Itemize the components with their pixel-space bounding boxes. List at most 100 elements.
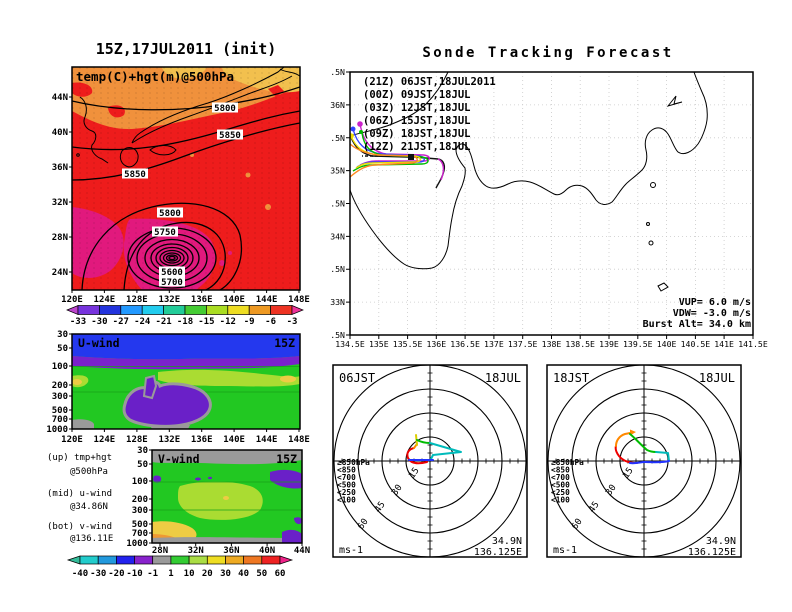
hodograph-time-label: 06JST	[339, 371, 375, 385]
uwind-border	[71, 333, 301, 430]
init-map-plot: 5800 5850 5850 5800 5750 5600 5700 temp(…	[71, 66, 301, 291]
trace-250-100	[629, 460, 670, 465]
colorbar-segment	[270, 305, 293, 315]
lon-tick-label: 141E	[714, 339, 734, 349]
lat-tick: 28N	[152, 546, 168, 556]
vwind-gray-top	[152, 450, 302, 465]
colorbar-segment	[170, 555, 190, 565]
site-lat-label: 34.9N	[492, 536, 522, 547]
colorbar-segment	[184, 305, 207, 315]
contour-label: 5600	[161, 268, 183, 278]
lon-tick: 128E	[126, 435, 148, 445]
pressure-tick: 500	[52, 406, 68, 416]
trace-500-250	[655, 451, 670, 462]
vwind-contour-lines	[152, 481, 302, 511]
lon-tick-label: 138.5E	[565, 339, 595, 349]
track-end-dot	[359, 130, 363, 134]
section-notes: (up) tmp+hgt @500hPa (mid) u-wind @34.86…	[47, 453, 113, 544]
note-line: @136.11E	[70, 534, 113, 544]
site-lon-label: 136.125E	[474, 547, 522, 558]
sonde-legend: (21Z) 06JST,18JUL2011 (00Z) 09JST,18JUL …	[363, 76, 496, 153]
pressure-tick: 100	[52, 362, 68, 372]
ring-value-label: 45	[587, 500, 601, 515]
pressure-legend: ≥850hPa <850 <700 <500 <250 <100	[551, 458, 584, 505]
hodograph-1-border	[332, 364, 528, 558]
init-map-border	[71, 66, 301, 291]
colorbar-value: 50	[256, 569, 267, 579]
lat-tick-label: 36N	[330, 100, 345, 110]
track-end-dot	[357, 121, 363, 127]
note-line: @500hPa	[70, 467, 108, 477]
pressure-tick: 700	[132, 529, 148, 539]
lon-tick-label: 148E	[288, 295, 310, 305]
kyushu-coastline	[119, 147, 139, 168]
colorbar-segment	[225, 555, 245, 565]
ring-value-label: 30	[604, 483, 618, 498]
wind-sections-panel: U-wind 15Z 30 50 100 200 300 500 700 100…	[46, 330, 310, 579]
balloon-tracks	[350, 121, 446, 189]
lon-tick: 140E	[223, 435, 245, 445]
colorbar-value: -18	[177, 317, 193, 327]
lat-tick-label: 36.5N	[330, 67, 345, 77]
uwind-purple-finger	[142, 374, 158, 400]
island	[648, 240, 654, 246]
contour-5800-south	[81, 202, 242, 290]
unit-label: ms-1	[553, 545, 577, 556]
uwind-purple-core	[122, 380, 212, 428]
colorbar-value: -24	[134, 317, 151, 327]
colorbar-value: -30	[90, 569, 106, 579]
lon-tick-label: 140.5E	[681, 339, 711, 349]
lon-tick-label: 137E	[484, 339, 504, 349]
temperature-shading: 5800 5850 5850 5800 5750 5600 5700 temp(…	[72, 67, 300, 290]
vwind-purple-right-mid	[294, 517, 302, 525]
colorbar-value: -40	[72, 569, 88, 579]
hodograph-2: 15 30 45 60 ≥850hPa <850 <700 <500 <250 …	[547, 365, 741, 557]
contour-label: 5850	[219, 131, 241, 141]
uwind-plot	[72, 334, 300, 429]
colorbar-value: -10	[126, 569, 142, 579]
legend-entry: <500	[337, 481, 356, 490]
vdw-annotation: VDW= -3.0 m/s	[673, 308, 751, 319]
uwind-blue-band	[72, 334, 300, 360]
colorbar-value: -3	[287, 317, 298, 327]
lat-tick-label: 35N	[330, 166, 345, 176]
lat-tick-label: 33N	[330, 297, 345, 307]
init-map-title: 15Z,17JUL2011 (init)	[96, 40, 277, 58]
colorbar-value: -9	[244, 317, 255, 327]
colorbar-value: -1	[147, 569, 158, 579]
vwind-lightgreen-patch	[178, 481, 263, 520]
contour-5850-lower	[72, 122, 300, 181]
uwind-purple-band	[72, 356, 300, 370]
vwind-time-label: 15Z	[276, 452, 297, 466]
init-map-panel: 15Z,17JUL2011 (init)	[52, 40, 310, 327]
colorbar-segment	[141, 305, 164, 315]
contour-5850-upper	[72, 110, 300, 151]
colorbar-value: 40	[238, 569, 249, 579]
colorbar-value: 20	[202, 569, 213, 579]
korea-coastline	[79, 96, 109, 164]
lat-tick-label: 33.5N	[330, 264, 345, 274]
hodograph-1: 15 30 45 60 ≥850hPa <850 <700 <500 <250 …	[333, 365, 527, 558]
vwind-purple-dot	[208, 476, 212, 480]
colorbar-arrow-right	[279, 555, 294, 565]
lat-tick-label: 36N	[52, 163, 68, 173]
colorbar-value: -12	[220, 317, 236, 327]
trace-500-250	[416, 439, 431, 444]
island	[657, 282, 669, 292]
colorbar-segment	[206, 305, 229, 315]
legend-entry: <500	[551, 481, 570, 490]
lon-tick-label: 137.5E	[508, 339, 538, 349]
uwind-left-ticks	[69, 333, 72, 430]
island	[650, 182, 656, 188]
ring-value-label: 15	[621, 466, 635, 481]
contour-label: 5700	[161, 278, 183, 288]
lat-tick: 44N	[294, 546, 310, 556]
lon-tick: 144E	[256, 435, 278, 445]
lon-tick-label: 136E	[191, 295, 213, 305]
lat-tick-label: 32.5N	[330, 330, 345, 340]
legend-entry: (12Z) 21JST,18JUL	[363, 141, 470, 153]
trace-700-500	[629, 433, 657, 453]
lon-tick: 136E	[191, 435, 213, 445]
hodograph-panels: 15 30 45 60 ≥850hPa <850 <700 <500 <250 …	[332, 364, 742, 558]
uwind-yellow-spot	[72, 379, 82, 385]
